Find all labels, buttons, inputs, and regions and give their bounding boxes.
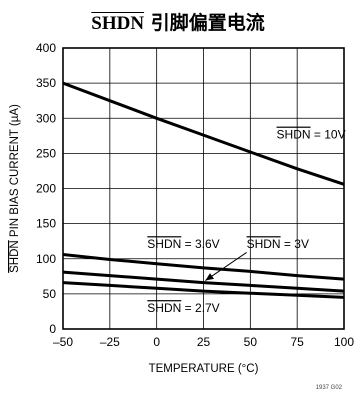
x-tick-label: 25 (197, 335, 211, 349)
annotation-arrowhead (205, 273, 214, 281)
annotation-arrow (205, 252, 247, 281)
annotation-overline: SHDN (277, 128, 311, 142)
annotation-shdn-3-6v: SHDN = 3.6V (147, 237, 219, 251)
y-tick-label: 50 (43, 287, 57, 301)
y-axis-label-rest: PIN BIAS CURRENT (µA) (9, 104, 21, 240)
y-tick-label: 400 (36, 41, 56, 55)
y-tick-label: 300 (36, 111, 56, 125)
annotation-shdn-10v: SHDN = 10V (277, 128, 346, 142)
series-line-0 (62, 81, 345, 186)
series-lines (62, 81, 345, 299)
annotation-overline: SHDN (147, 237, 181, 251)
x-tick-label: 75 (290, 335, 304, 349)
chart-title-rest: 引脚偏置电流 (144, 12, 265, 34)
x-tick-labels: –50 –25 0 25 50 75 100 (53, 335, 354, 349)
x-tick-label: –50 (53, 335, 73, 349)
y-tick-label: 150 (36, 217, 56, 231)
y-tick-label: 350 (36, 76, 56, 90)
annotation-overline: SHDN (147, 301, 181, 315)
series-line-2 (62, 270, 345, 293)
figure-footnote: 1937 G02 (316, 385, 343, 391)
chart-title: SHDN 引脚偏置电流 (0, 8, 356, 35)
x-tick-label: 100 (334, 335, 354, 349)
y-tick-label: 0 (49, 322, 56, 336)
annotation-shdn-2-7v: SHDN = 2.7V (147, 301, 219, 315)
series-line-1 (62, 253, 345, 281)
y-tick-labels: 0 50 100 150 200 250 300 350 400 (36, 41, 56, 336)
annotation-value: = 10V (311, 128, 346, 142)
series-line-3 (62, 281, 345, 299)
grid-lines (62, 47, 345, 330)
x-tick-label: 0 (153, 335, 160, 349)
plot-frame (62, 47, 345, 330)
annotation-value: = 3.6V (181, 237, 219, 251)
chart-title-overline: SHDN (91, 13, 145, 34)
annotation-shdn-3v: SHDN = 3V (247, 237, 309, 251)
y-axis-label-overline: SHDN (9, 240, 21, 273)
y-tick-label: 100 (36, 252, 56, 266)
y-tick-label: 250 (36, 146, 56, 160)
annotation-value: = 2.7V (181, 301, 219, 315)
annotation-value: = 3V (281, 237, 309, 251)
x-axis-label: TEMPERATURE (°C) (149, 363, 259, 375)
annotation-overline: SHDN (247, 237, 281, 251)
x-tick-label: 50 (244, 335, 258, 349)
x-tick-label: –25 (100, 335, 120, 349)
y-axis-label: SHDN PIN BIAS CURRENT (µA) (9, 104, 21, 273)
y-tick-label: 200 (36, 182, 56, 196)
